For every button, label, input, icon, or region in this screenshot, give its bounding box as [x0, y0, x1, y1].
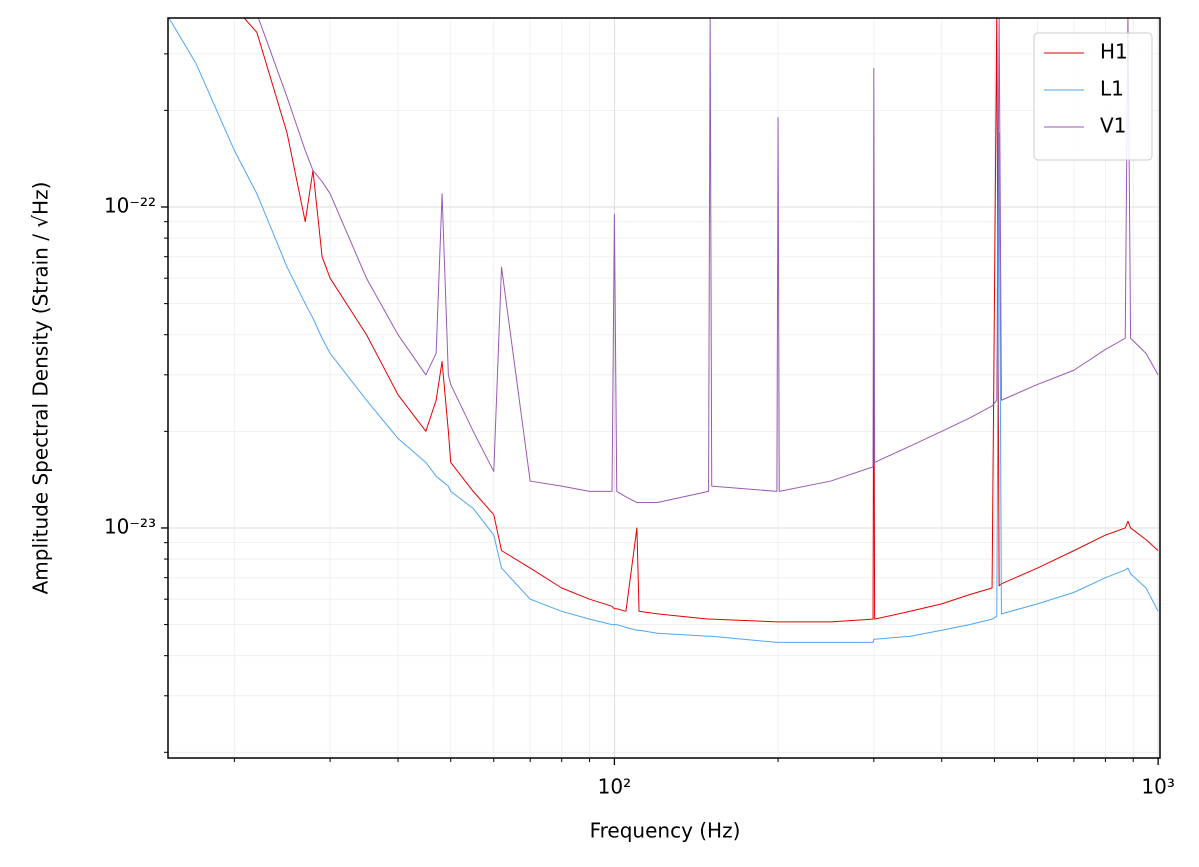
legend-box [1033, 32, 1153, 161]
y-axis-label: Amplitude Spectral Density (Strain / √Hz… [29, 182, 53, 595]
y-tick-label: 10⁻²³ [104, 514, 156, 538]
series-line [168, 18, 1159, 643]
plot-lines [168, 18, 1159, 643]
series-line [243, 18, 1159, 623]
series-line [257, 18, 1159, 504]
x-tick-label: 10² [598, 775, 631, 799]
plot-frame [167, 17, 1161, 759]
legend-label: H1 [1100, 40, 1128, 64]
legend-label: L1 [1100, 77, 1124, 101]
x-tick-label: 10³ [1141, 775, 1174, 799]
y-tick-label: 10⁻²² [104, 193, 156, 217]
x-axis-label: Frequency (Hz) [590, 819, 741, 843]
legend-label: V1 [1100, 114, 1126, 138]
